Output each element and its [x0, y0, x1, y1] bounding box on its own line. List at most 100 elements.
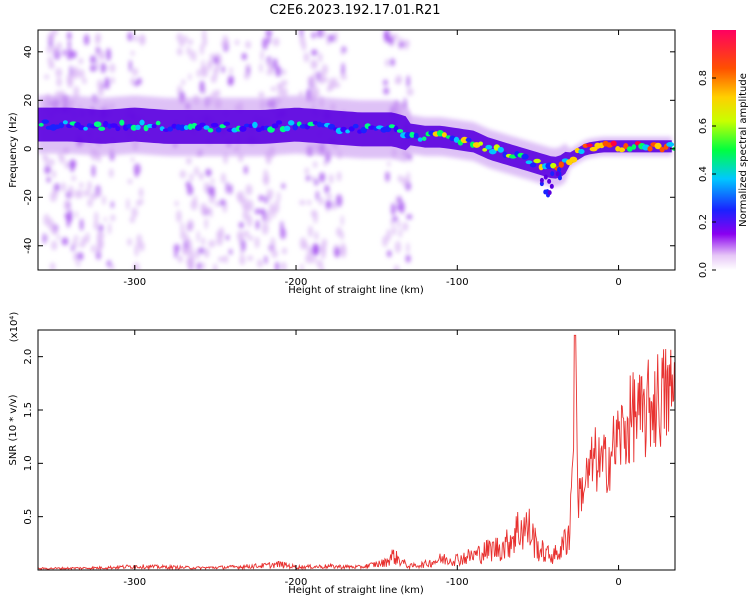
noise-blob: [241, 239, 246, 252]
ridge-blob: [485, 144, 493, 150]
noise-blob: [83, 189, 90, 197]
noise-blob: [183, 35, 188, 43]
noise-blob: [401, 176, 408, 187]
spectrogram-heatmap: [38, 30, 675, 270]
noise-blob: [64, 212, 69, 220]
noise-blob: [276, 191, 281, 203]
noise-blob: [95, 33, 102, 42]
ridge-blob: [453, 136, 460, 143]
noise-blob: [321, 76, 329, 83]
snr-y-tick-label: 1.0: [23, 455, 34, 471]
snr-series-line: [38, 334, 675, 570]
noise-blob: [45, 234, 49, 242]
snr-plot-area: [38, 334, 675, 570]
noise-blob: [127, 238, 132, 246]
colorbar-label: Normalized spectral amplitude: [738, 73, 749, 227]
noise-blob: [69, 159, 77, 169]
noise-blob: [263, 169, 268, 181]
ridge-blob: [547, 190, 552, 196]
noise-blob: [316, 70, 321, 82]
noise-blob: [264, 195, 269, 204]
ridge-blob: [543, 174, 548, 180]
ridge-blob: [631, 144, 637, 150]
snr-y-label: SNR (10 * v/v): [8, 394, 19, 465]
noise-blob: [397, 174, 403, 183]
colorbar-tick-label: 0.6: [698, 118, 709, 134]
noise-blob: [72, 66, 79, 80]
noise-blob: [272, 58, 278, 70]
noise-blob: [52, 227, 58, 236]
ridge-blob: [558, 161, 564, 168]
noise-blob: [241, 52, 248, 61]
colorbar: 0.0 0.2 0.4 0.6 0.8 Normalized spectral ampl…: [698, 30, 749, 278]
ridge-blob: [151, 124, 157, 129]
noise-blob: [244, 71, 250, 80]
ridge-blob: [460, 136, 469, 144]
ridge-blob: [139, 119, 145, 126]
snr-frame: [37, 329, 676, 571]
noise-blob: [46, 45, 52, 54]
colorbar-ticks: 0.0 0.2 0.4 0.6 0.8: [698, 70, 716, 278]
noise-blob: [61, 182, 66, 192]
ridge-blob: [252, 121, 258, 129]
noise-blob: [281, 69, 287, 75]
noise-blob: [56, 77, 62, 87]
noise-blob: [186, 45, 191, 56]
noise-blob: [266, 210, 272, 223]
ridge-blob: [135, 124, 141, 131]
noise-blob: [186, 245, 194, 258]
noise-blob: [336, 171, 342, 182]
spectrogram-x-tick-label: -100: [446, 277, 469, 288]
noise-blob: [281, 247, 288, 255]
noise-blob: [254, 236, 260, 249]
spectrogram-y-tick-label: -40: [23, 238, 34, 254]
noise-blob: [307, 245, 312, 258]
noise-blob: [303, 52, 310, 63]
noise-blob: [237, 193, 242, 202]
noise-blob: [260, 49, 264, 62]
noise-blob: [186, 157, 192, 165]
noise-blob: [68, 185, 74, 198]
noise-blob: [87, 198, 93, 208]
noise-blob: [42, 233, 47, 245]
ridge-blob: [210, 122, 219, 128]
noise-blob: [128, 59, 132, 72]
ridge-blob: [83, 126, 88, 131]
noise-blob: [133, 163, 141, 175]
noise-blob: [393, 265, 400, 270]
noise-blob: [196, 230, 200, 243]
noise-blob: [299, 237, 307, 250]
noise-blob: [313, 256, 317, 263]
noise-blob: [387, 161, 391, 167]
ridge-blob: [478, 141, 484, 146]
noise-blob: [254, 208, 261, 215]
noise-blob: [174, 200, 179, 207]
noise-blob: [281, 87, 288, 99]
noise-blob: [335, 194, 343, 207]
noise-blob: [176, 47, 183, 56]
noise-blob: [46, 176, 51, 183]
ridge-blob: [327, 123, 336, 130]
noise-blob: [78, 58, 84, 65]
noise-blob: [187, 39, 194, 45]
noise-blob: [108, 264, 115, 270]
noise-blob: [48, 158, 55, 166]
noise-blob: [83, 34, 90, 46]
snr-x-tick-label: 0: [615, 577, 621, 588]
noise-blob: [73, 85, 80, 99]
noise-blob: [239, 255, 246, 266]
ridge-blob: [287, 120, 295, 126]
noise-blob: [331, 201, 337, 211]
noise-blob: [182, 247, 189, 256]
ridge-blob: [207, 128, 214, 133]
noise-blob: [386, 250, 392, 258]
noise-blob: [397, 196, 402, 204]
noise-blob: [385, 171, 390, 182]
noise-blob: [310, 176, 316, 182]
noise-blob: [398, 228, 403, 238]
colorbar-tick-label: 0.2: [698, 214, 709, 230]
noise-blob: [218, 227, 225, 239]
noise-blob: [85, 232, 90, 243]
ridge-blob: [267, 126, 275, 133]
noise-blob: [127, 31, 133, 42]
